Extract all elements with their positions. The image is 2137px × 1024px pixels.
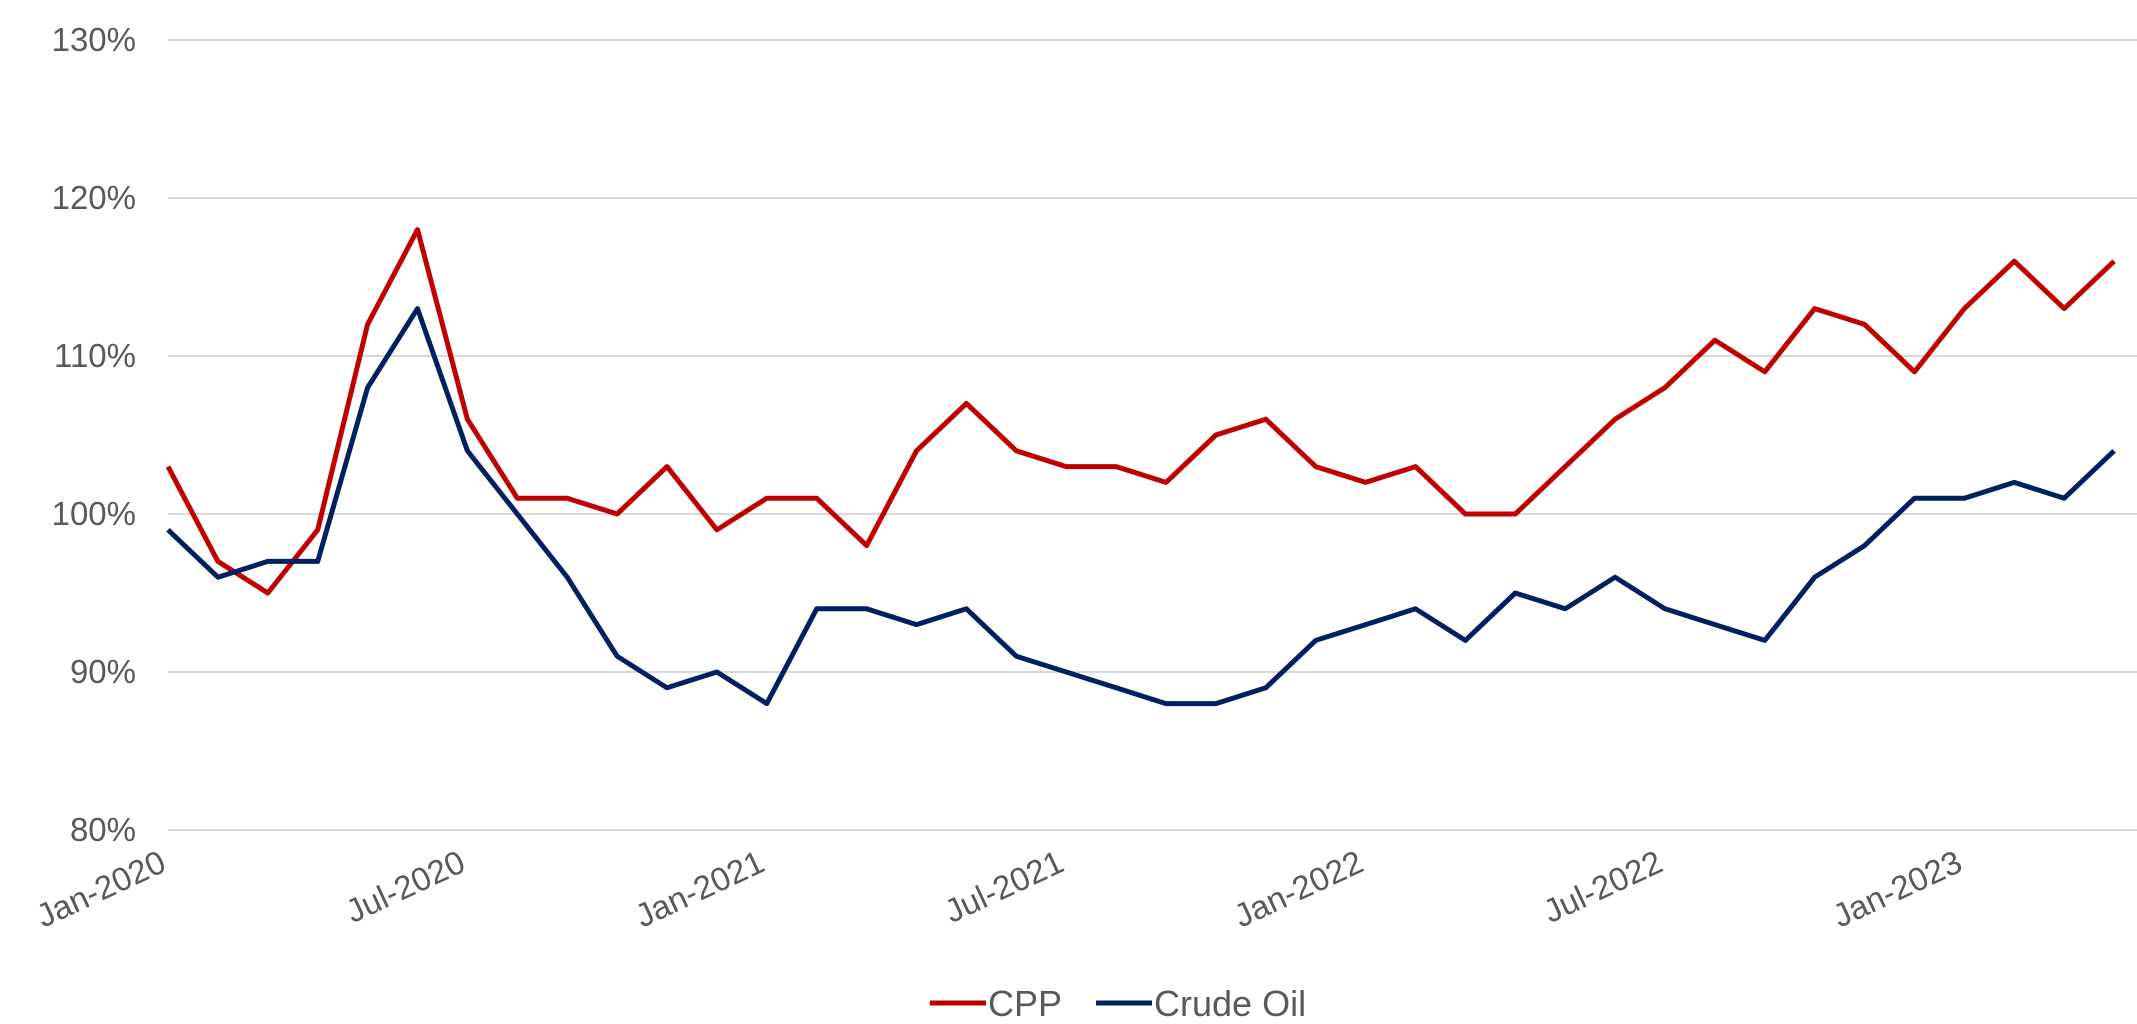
y-tick-label: 80%	[70, 811, 136, 848]
x-tick-label: Jan-2020	[31, 843, 171, 935]
x-tick-label: Jul-2022	[1538, 843, 1668, 930]
legend-label: CPP	[988, 983, 1062, 1024]
y-tick-label: 100%	[52, 495, 136, 532]
series-line	[166, 306, 2116, 707]
x-tick-label: Jan-2022	[1228, 843, 1368, 935]
x-tick-label: Jan-2021	[629, 843, 769, 935]
y-tick-label: 120%	[52, 179, 136, 216]
x-tick-label: Jan-2023	[1827, 843, 1967, 935]
x-tick-label: Jul-2021	[939, 843, 1069, 930]
x-tick-label: Jul-2020	[340, 843, 470, 930]
y-tick-label: 90%	[70, 653, 136, 690]
legend-label: Crude Oil	[1154, 983, 1306, 1024]
y-tick-label: 130%	[52, 21, 136, 58]
series-line	[165, 227, 2116, 596]
y-tick-label: 110%	[54, 337, 136, 374]
